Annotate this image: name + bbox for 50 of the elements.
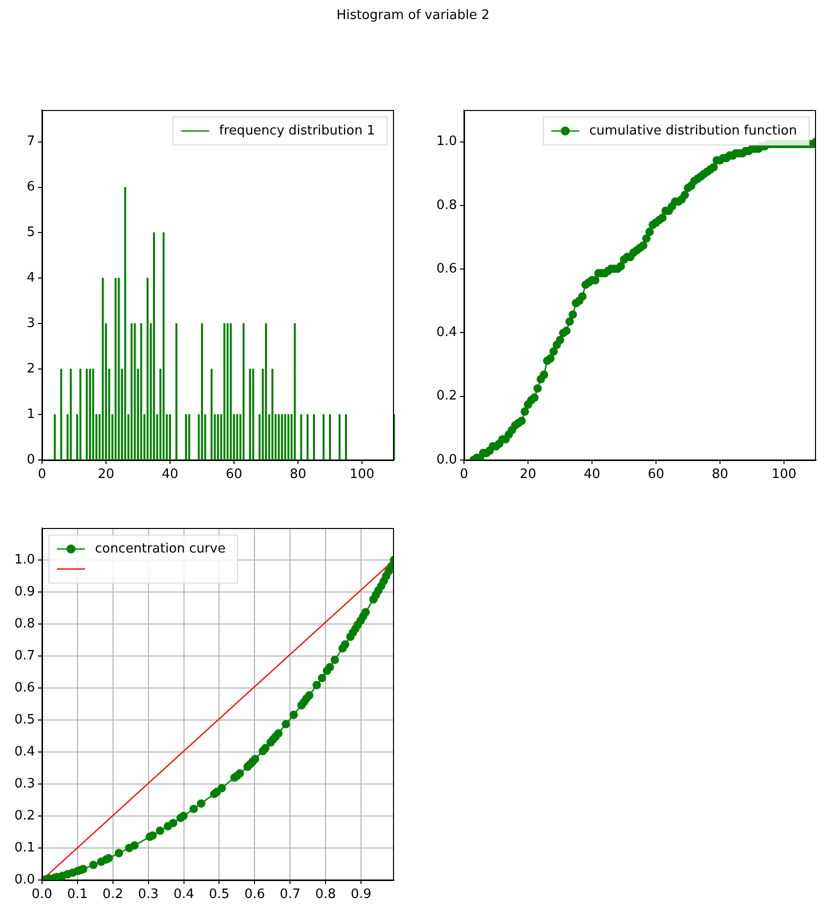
x-tick-label: 0.1 <box>67 887 88 902</box>
y-tick-label: 0.2 <box>14 808 35 824</box>
x-tick-label: 60 <box>648 467 664 482</box>
y-tick-label: 0.8 <box>436 198 457 213</box>
y-tick-label: 0.4 <box>436 325 457 340</box>
x-tick-label: 80 <box>712 467 728 482</box>
x-tick-label: 0.4 <box>173 887 194 902</box>
y-tick-label: 1.0 <box>436 134 457 150</box>
x-tick-label: 0.6 <box>244 887 266 902</box>
y-tick-label: 4 <box>26 270 35 286</box>
y-tick-label: 0.0 <box>14 872 35 888</box>
y-tick-label: 0.6 <box>14 680 35 696</box>
x-tick-label: 0.2 <box>102 887 124 902</box>
x-tick-label: 0.7 <box>280 887 300 902</box>
x-tick-label: 40 <box>162 467 178 482</box>
y-tick-label: 0.8 <box>14 616 35 632</box>
y-tick-label: 0.4 <box>14 744 35 760</box>
y-tick-label: 1 <box>26 406 35 422</box>
y-tick-label: 0.2 <box>436 388 457 404</box>
x-tick-label: 80 <box>290 467 306 482</box>
y-tick-label: 0.5 <box>14 712 35 728</box>
y-tick-label: 6 <box>26 180 35 195</box>
x-tick-label: 0.9 <box>350 887 372 902</box>
x-tick-label: 20 <box>98 467 114 482</box>
y-tick-label: 7 <box>26 134 35 150</box>
y-tick-label: 2 <box>26 361 35 376</box>
y-tick-label: 3 <box>26 316 35 332</box>
y-tick-label: 0.0 <box>436 452 457 468</box>
x-tick-label: 60 <box>226 467 242 482</box>
x-tick-label: 40 <box>584 467 600 482</box>
y-tick-label: 0.6 <box>436 261 457 276</box>
legend-label: concentration curve <box>95 541 226 556</box>
y-tick-label: 0.9 <box>14 584 35 600</box>
y-tick-label: 5 <box>26 225 35 240</box>
y-tick-label: 1.0 <box>14 552 35 568</box>
x-tick-label: 100 <box>350 467 374 482</box>
legend-label: frequency distribution 1 <box>219 123 376 138</box>
chart-title: Histogram of variable 2 <box>335 8 491 23</box>
x-tick-label: 0 <box>460 467 468 482</box>
x-tick-label: 20 <box>520 467 536 482</box>
x-tick-label: 0.8 <box>315 887 336 902</box>
x-tick-label: 0 <box>38 467 46 482</box>
x-tick-label: 100 <box>772 467 796 482</box>
y-tick-label: 0.1 <box>14 840 35 856</box>
x-tick-label: 0.3 <box>138 887 159 902</box>
y-tick-label: 0.3 <box>14 776 35 792</box>
legend-label: cumulative distribution function <box>589 123 798 138</box>
y-tick-label: 0.7 <box>14 648 35 664</box>
y-tick-label: 0 <box>26 452 35 468</box>
x-tick-label: 0.5 <box>208 887 230 902</box>
